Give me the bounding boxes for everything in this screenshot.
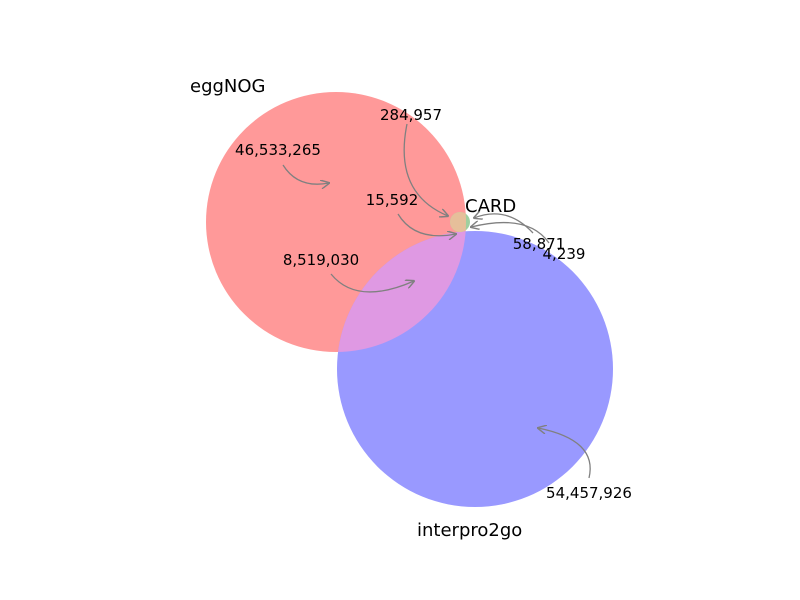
arrow-eggnog-interpro2go — [330, 273, 414, 293]
arrow-interpro2go-card — [474, 214, 534, 234]
count-card-only: 4,239 — [543, 245, 586, 263]
arrow-card-only — [471, 223, 550, 244]
eggnog-set-label: eggNOG — [190, 76, 266, 97]
count-eggnog-card: 284,957 — [380, 106, 442, 124]
eggnog-interpro2go-overlap — [337, 231, 466, 352]
count-interpro2go-card: 58,871 — [513, 235, 566, 253]
arrow-eggnog-card — [403, 123, 448, 216]
arrow-interpro2go-only — [538, 428, 591, 479]
arrow-all-three — [397, 213, 456, 236]
count-eggnog-interpro2go: 8,519,030 — [283, 251, 359, 269]
count-interpro2go-only: 54,457,926 — [546, 484, 632, 502]
count-eggnog-only: 46,533,265 — [235, 141, 321, 159]
interpro2go-set-label: interpro2go — [417, 520, 522, 541]
count-all-three: 15,592 — [366, 191, 419, 209]
arrow-eggnog-only — [282, 164, 329, 184]
